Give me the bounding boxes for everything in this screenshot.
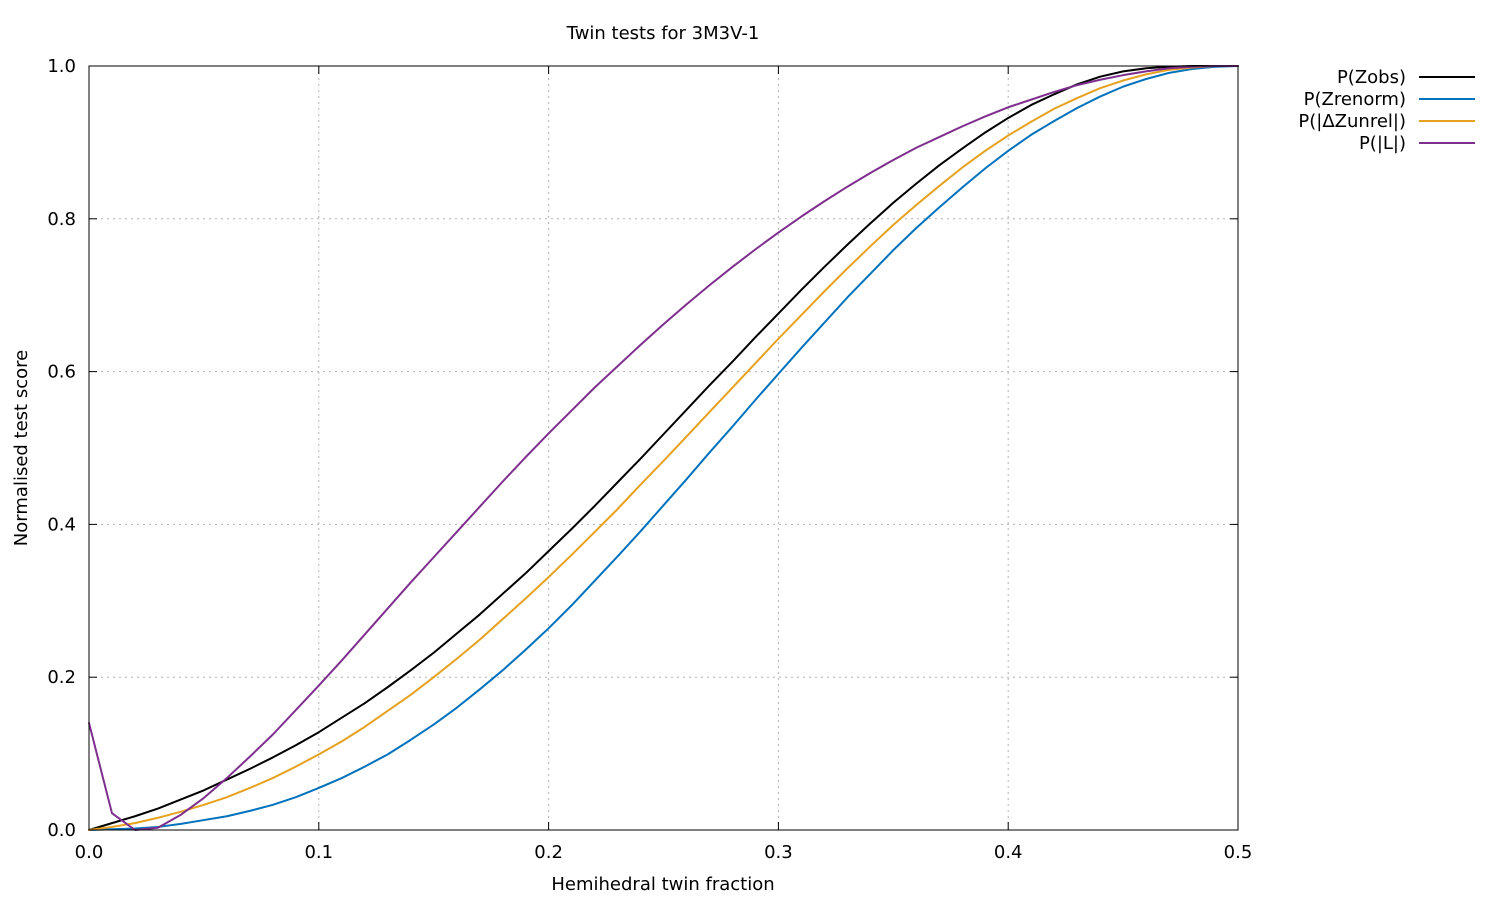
legend-label: P(|ΔZunrel|) xyxy=(1298,111,1406,132)
series-line-1 xyxy=(88,65,1239,831)
y-tick-label: 1.0 xyxy=(47,56,76,77)
x-tick-label: 0.2 xyxy=(534,842,563,863)
y-tick-label: 0.2 xyxy=(47,667,76,688)
y-tick-label: 0.8 xyxy=(47,209,76,230)
y-axis-title: Normalised test score xyxy=(11,350,32,546)
legend-label: P(|L|) xyxy=(1359,133,1406,154)
legend: P(Zobs)P(Zrenorm)P(|ΔZunrel|)P(|L|) xyxy=(1298,67,1475,154)
plot-frame xyxy=(88,65,1239,831)
legend-label: P(Zobs) xyxy=(1337,67,1406,88)
x-tick-label: 0.0 xyxy=(75,842,104,863)
x-tick-label: 0.3 xyxy=(764,842,793,863)
legend-label: P(Zrenorm) xyxy=(1304,89,1406,110)
tick-layer: 0.0 0.1 0.2 0.3 0.4 0.5 0.0 0.2 0.4 0.6 0.8 1.0 xyxy=(47,56,1252,863)
y-tick-label: 0.6 xyxy=(47,362,76,383)
y-tick-label: 0.0 xyxy=(47,820,76,841)
grid-layer xyxy=(89,66,1238,830)
y-tick-label: 0.4 xyxy=(47,514,76,535)
x-tick-label: 0.1 xyxy=(304,842,333,863)
series-line-0 xyxy=(88,65,1239,831)
x-tick-label: 0.4 xyxy=(994,842,1023,863)
chart-title: Twin tests for 3M3V-1 xyxy=(566,23,760,44)
series-layer xyxy=(88,65,1239,831)
x-tick-label: 0.5 xyxy=(1224,842,1253,863)
series-line-3 xyxy=(88,65,1239,831)
series-line-2 xyxy=(88,65,1239,831)
x-axis-title: Hemihedral twin fraction xyxy=(551,874,774,895)
